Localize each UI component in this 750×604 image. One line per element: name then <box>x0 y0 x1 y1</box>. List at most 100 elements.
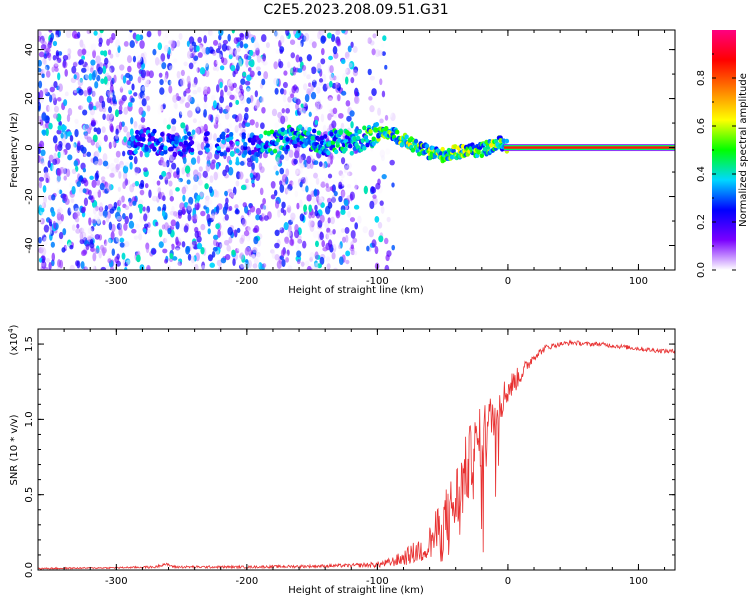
spectrogram-cell <box>56 129 62 135</box>
spectrogram-cell <box>123 106 129 115</box>
spectrogram-cell <box>215 162 220 170</box>
spectrogram-cell <box>45 128 49 137</box>
spectrogram-cell <box>187 110 193 118</box>
spectrogram-cell <box>283 70 288 76</box>
spectrogram-cell <box>180 95 186 103</box>
spectrogram-cell <box>56 97 62 102</box>
spectrogram-cell <box>243 53 249 60</box>
spectrogram-cell <box>384 264 390 270</box>
spectrogram-cell <box>322 162 327 169</box>
spectrogram-cell <box>51 66 55 73</box>
spectrogram-cell <box>345 124 350 130</box>
spectrogram-cell <box>106 183 112 192</box>
spectrogram-cell <box>54 143 59 152</box>
spectrogram-cell <box>327 201 333 209</box>
spectrogram-cell <box>279 227 285 234</box>
spectrogram-cell <box>248 187 254 196</box>
spectrogram-cell <box>152 195 158 202</box>
spectrogram-cell <box>213 199 218 206</box>
spectrogram-cell <box>145 95 150 101</box>
spectrogram-cell <box>170 42 175 51</box>
spectrogram-cell <box>313 262 319 270</box>
spectrogram-cell <box>335 75 340 83</box>
ridge-cell <box>275 137 281 143</box>
spectrogram-cell <box>175 200 181 209</box>
carrier-band-core <box>504 146 675 149</box>
ridge-cell <box>368 128 373 134</box>
spectrogram-cell <box>90 264 95 269</box>
spectrogram-cell <box>239 252 245 260</box>
y-tick-label: 1.5 <box>24 336 35 352</box>
spectrogram-cell <box>172 94 178 103</box>
spectrogram-cell <box>96 218 102 226</box>
spectrogram-cell <box>67 48 72 56</box>
spectrogram-cell <box>185 124 189 132</box>
colorbar-ticks: 0.0 0.2 0.4 0.6 0.8 <box>696 53 736 278</box>
x-tick-label: -200 <box>236 576 259 587</box>
spectrogram-cell <box>345 67 351 75</box>
spectrogram-cell <box>320 58 326 65</box>
spectrogram-cell <box>192 213 198 223</box>
spectrogram-cell <box>176 160 181 165</box>
ridge-cell <box>181 147 187 153</box>
spectrogram-cell <box>168 154 174 164</box>
spectrogram-cell <box>213 171 218 181</box>
snr-y-multiplier: (x104) <box>7 324 20 355</box>
spectrogram-cell <box>159 78 164 86</box>
spectrogram-cell <box>158 241 164 249</box>
spectrogram-cell <box>167 227 172 235</box>
spectrogram-cell <box>315 82 321 91</box>
spectrogram-cell <box>187 187 193 193</box>
spectrogram-cell <box>141 98 147 107</box>
spectrogram-cell <box>332 228 336 235</box>
ridge-cell <box>150 136 156 142</box>
spectrogram-cell <box>117 45 121 54</box>
spectrogram-cell <box>345 250 351 257</box>
spectrogram-cell <box>245 226 251 232</box>
spectrogram-cell <box>96 127 102 135</box>
spectrogram-cell <box>77 191 83 198</box>
ridge-cell <box>152 128 157 134</box>
spectrogram-cell <box>156 180 161 186</box>
spectrogram-cell <box>331 194 336 204</box>
spectrogram-cell <box>369 75 376 81</box>
spectrogram-cell <box>186 179 191 185</box>
spectrogram-cell <box>296 202 300 210</box>
spectrogram-cell <box>126 160 131 168</box>
spectrogram-cell <box>119 237 125 243</box>
spectrogram-cell <box>114 211 121 220</box>
spectrogram-cell <box>239 237 245 245</box>
spectrogram-cell <box>228 53 233 60</box>
spectrogram-cell <box>319 231 324 241</box>
spectrogram-cell <box>196 202 200 210</box>
spectrogram-cell <box>318 30 325 36</box>
spectrogram-cell <box>196 194 201 202</box>
spectrogram-cell <box>281 108 286 114</box>
spectrogram-cell <box>221 43 228 52</box>
spectrogram-cell <box>90 43 97 52</box>
spectrogram-cell <box>103 76 108 85</box>
spectrogram-cell <box>200 141 205 151</box>
spectrogram-cell <box>132 200 137 206</box>
spectrogram-cell <box>145 244 150 254</box>
spectrogram-cell <box>350 229 356 239</box>
spectrogram-cell <box>197 178 203 186</box>
spectrogram-cell <box>105 237 112 247</box>
spectrogram-cell <box>270 181 276 189</box>
spectrogram-cell <box>133 156 138 165</box>
spectrogram-cell <box>101 246 107 254</box>
spectrogram-cell <box>118 171 122 179</box>
spectrogram-cell <box>338 244 342 250</box>
spectrogram-cell <box>45 104 50 112</box>
spectrogram-cell <box>113 135 119 142</box>
ridge-cell <box>338 130 344 136</box>
spectrogram-cell <box>328 55 334 61</box>
spectrogram-cell <box>134 166 140 174</box>
spectrogram-cell <box>241 64 247 69</box>
spectrogram-cell <box>308 182 314 189</box>
spectrogram-cell <box>329 65 334 74</box>
spectrogram-cell <box>70 206 75 212</box>
spectrogram-cell <box>118 121 123 131</box>
spectrogram-cell <box>137 203 143 209</box>
